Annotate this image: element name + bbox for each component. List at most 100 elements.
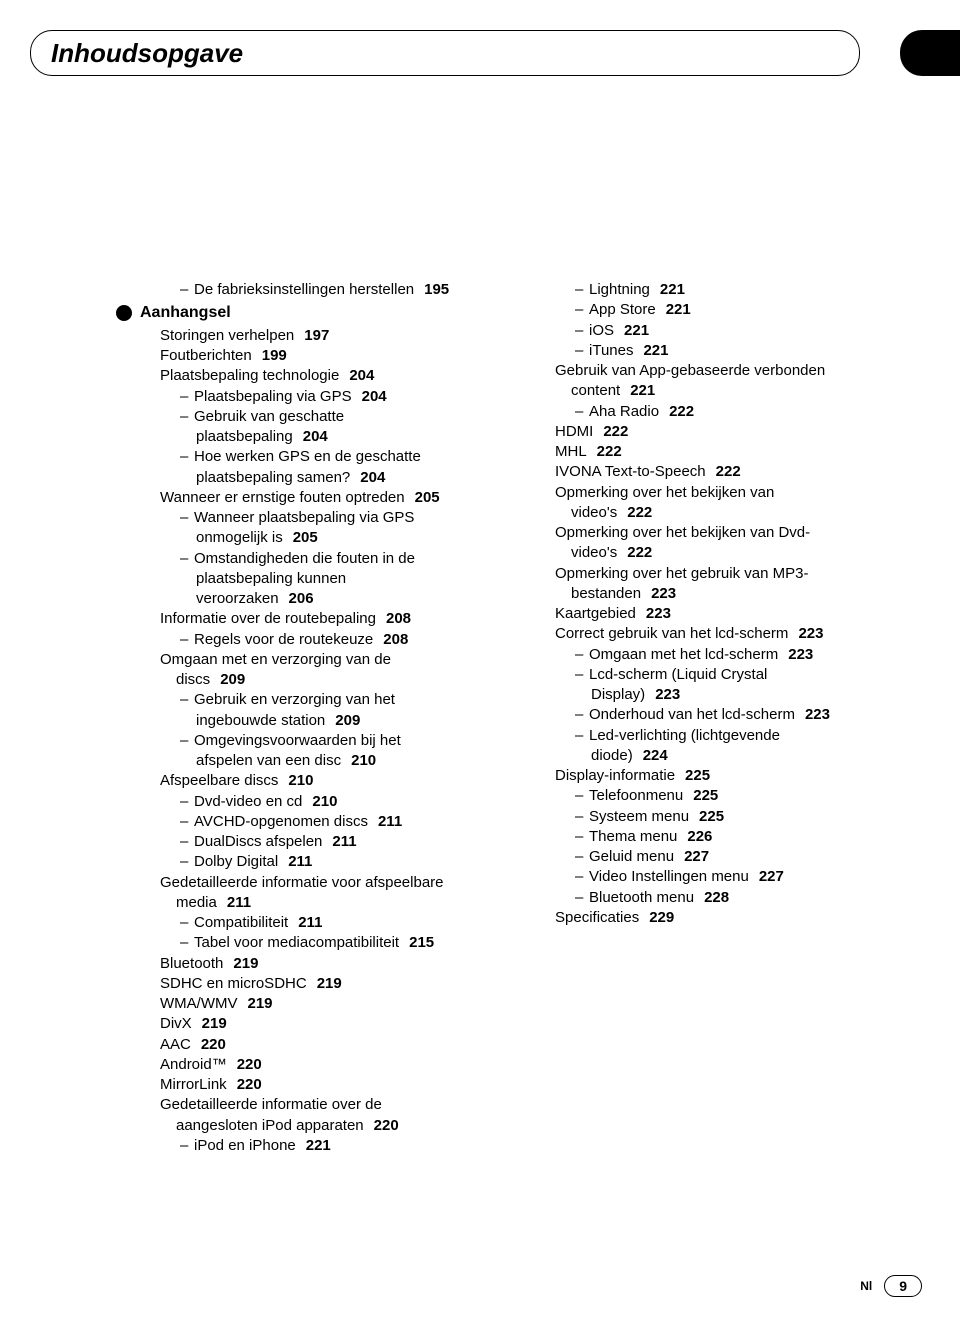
toc-entry: –Dvd-video en cd210	[180, 792, 485, 812]
side-tab	[900, 30, 960, 76]
toc-entry-page: 220	[201, 1036, 226, 1053]
toc-entry: –AVCHD-opgenomen discs211	[180, 812, 485, 832]
toc-entry-page: 223	[655, 686, 680, 703]
toc-entry-page: 208	[386, 610, 411, 627]
toc-entry-page: 221	[660, 281, 685, 298]
toc-entry: –Hoe werken GPS en de geschatte	[180, 447, 485, 467]
toc-entry-text: Kaartgebied	[555, 605, 636, 622]
toc-entry-text: Video Instellingen menu	[589, 868, 749, 885]
toc-entry-text: Display-informatie	[555, 767, 675, 784]
toc-entry: –iTunes221	[575, 341, 880, 361]
toc-entry-page: 211	[288, 853, 312, 870]
toc-entry-page: 209	[335, 712, 360, 729]
toc-entry-text: Telefoonmenu	[589, 787, 683, 804]
toc-entry: Opmerking over het bekijken van	[555, 483, 880, 503]
toc-entry: diode)224	[591, 746, 880, 766]
toc-entry-text: iTunes	[589, 342, 633, 359]
toc-entry-text: AAC	[160, 1036, 191, 1053]
toc-entry-text: Opmerking over het gebruik van MP3-	[555, 565, 808, 582]
toc-entry-text: Gebruik van geschatte	[194, 408, 344, 425]
toc-entry: bestanden223	[571, 584, 880, 604]
toc-entry-page: 223	[646, 605, 671, 622]
toc-entry-page: 204	[349, 367, 374, 384]
toc-entry: SDHC en microSDHC219	[160, 974, 485, 994]
toc-entry-text: Onderhoud van het lcd-scherm	[589, 706, 795, 723]
toc-entry: Opmerking over het gebruik van MP3-	[555, 564, 880, 584]
toc-entry-text: Led-verlichting (lichtgevende	[589, 727, 780, 744]
toc-entry: plaatsbepaling204	[196, 427, 485, 447]
toc-entry-page: 225	[699, 808, 724, 825]
toc-entry-text: Lightning	[589, 281, 650, 298]
toc-entry-text: Plaatsbepaling via GPS	[194, 388, 352, 405]
toc-entry-text: onmogelijk is	[196, 529, 283, 546]
toc-entry-page: 221	[624, 322, 649, 339]
toc-entry-text: media	[176, 894, 217, 911]
toc-entry-text: Opmerking over het bekijken van Dvd-	[555, 524, 810, 541]
toc-entry: –Aha Radio222	[575, 402, 880, 422]
toc-entry-text: content	[571, 382, 620, 399]
toc-entry-text: Afspeelbare discs	[160, 772, 278, 789]
toc-entry-text: Foutberichten	[160, 347, 252, 364]
toc-entry-text: MirrorLink	[160, 1076, 227, 1093]
toc-entry-text: Informatie over de routebepaling	[160, 610, 376, 627]
toc-entry: onmogelijk is205	[196, 528, 485, 548]
toc-entry: veroorzaken206	[196, 589, 485, 609]
toc-entry-page: 228	[704, 889, 729, 906]
toc-entry-page: 211	[332, 833, 356, 850]
section-title: Aanhangsel	[140, 302, 231, 324]
toc-entry: –Regels voor de routekeuze208	[180, 630, 485, 650]
toc-entry: MHL222	[555, 442, 880, 462]
toc-entry: –Compatibiliteit211	[180, 913, 485, 933]
toc-entry: Correct gebruik van het lcd-scherm223	[555, 624, 880, 644]
toc-entry-page: 222	[627, 544, 652, 561]
toc-entry-text: plaatsbepaling samen?	[196, 469, 350, 486]
toc-entry-page: 223	[788, 646, 813, 663]
toc-entry-page: 210	[312, 793, 337, 810]
toc-entry: –Onderhoud van het lcd-scherm223	[575, 705, 880, 725]
toc-entry: video's222	[571, 543, 880, 563]
toc-entry: –Led-verlichting (lichtgevende	[575, 726, 880, 746]
toc-column-left: –De fabrieksinstellingen herstellen195Aa…	[140, 280, 485, 1156]
toc-entry: Opmerking over het bekijken van Dvd-	[555, 523, 880, 543]
toc-entry-text: WMA/WMV	[160, 995, 237, 1012]
toc-entry-page: 227	[759, 868, 784, 885]
toc-entry-text: Compatibiliteit	[194, 914, 288, 931]
toc-entry-page: 227	[684, 848, 709, 865]
toc-entry-text: iOS	[589, 322, 614, 339]
toc-entry-page: 211	[298, 914, 322, 931]
toc-entry-text: ingebouwde station	[196, 712, 325, 729]
toc-entry: Foutberichten199	[160, 346, 485, 366]
toc-entry-text: SDHC en microSDHC	[160, 975, 307, 992]
toc-entry-page: 204	[303, 428, 328, 445]
toc-entry-text: Regels voor de routekeuze	[194, 631, 373, 648]
bullet-icon	[116, 305, 132, 321]
toc-entry: –DualDiscs afspelen211	[180, 832, 485, 852]
toc-entry-text: video's	[571, 504, 617, 521]
toc-entry: ingebouwde station 209	[196, 711, 485, 731]
toc-entry: –Dolby Digital211	[180, 852, 485, 872]
toc-entry: –Lightning221	[575, 280, 880, 300]
toc-entry-text: Tabel voor mediacompatibiliteit	[194, 934, 399, 951]
toc-entry-text: Opmerking over het bekijken van	[555, 484, 774, 501]
toc-entry: –Telefoonmenu225	[575, 786, 880, 806]
toc-entry-text: Dvd-video en cd	[194, 793, 302, 810]
toc-entry-page: 208	[383, 631, 408, 648]
toc-entry-text: Aha Radio	[589, 403, 659, 420]
page-title: Inhoudsopgave	[51, 38, 243, 69]
toc-entry: –Lcd-scherm (Liquid Crystal	[575, 665, 880, 685]
toc-entry-page: 225	[685, 767, 710, 784]
toc-entry-page: 223	[798, 625, 823, 642]
toc-entry-text: Gedetailleerde informatie over de	[160, 1096, 382, 1113]
toc-entry: afspelen van een disc210	[196, 751, 485, 771]
toc-entry-text: discs	[176, 671, 210, 688]
toc-entry: Display) 223	[591, 685, 880, 705]
toc-entry-page: 211	[227, 894, 251, 911]
toc-entry-text: Systeem menu	[589, 808, 689, 825]
toc-entry: AAC 220	[160, 1035, 485, 1055]
toc-entry-text: Display)	[591, 686, 645, 703]
toc-entry-text: Specificaties	[555, 909, 639, 926]
toc-entry-text: DualDiscs afspelen	[194, 833, 322, 850]
toc-entry: Gebruik van App-gebaseerde verbonden	[555, 361, 880, 381]
toc-entry-text: iPod en iPhone	[194, 1137, 296, 1154]
toc-entry-text: Geluid menu	[589, 848, 674, 865]
